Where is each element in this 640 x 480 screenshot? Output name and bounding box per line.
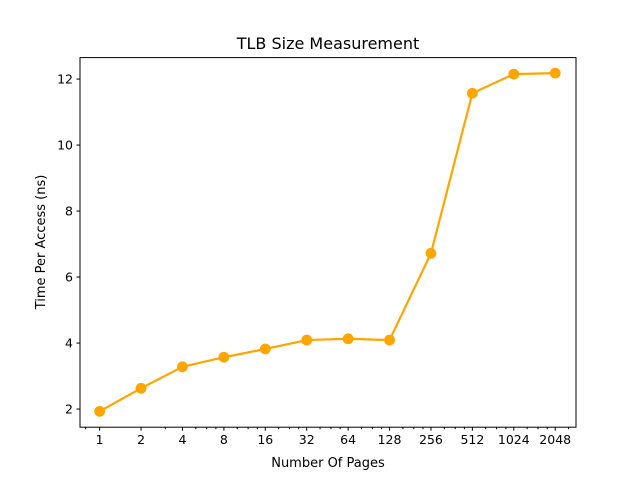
- x-tick-label: 8: [220, 432, 228, 447]
- x-tick-label: 2048: [539, 432, 571, 447]
- y-tick-label: 4: [65, 336, 73, 351]
- y-tick-label: 6: [65, 270, 73, 285]
- y-axis: 2 4 6 8 10 12: [57, 72, 80, 417]
- y-axis-label: Time Per Access (ns): [34, 175, 49, 311]
- data-point: [94, 405, 106, 417]
- x-tick-label: 128: [378, 432, 402, 447]
- data-point: [218, 351, 230, 363]
- series-line: [99, 72, 556, 413]
- data-point: [342, 333, 354, 345]
- x-tick-label: 16: [257, 432, 273, 447]
- y-tick-label: 8: [65, 204, 73, 219]
- plot-area: [94, 67, 561, 417]
- x-tick-label: 2: [137, 432, 145, 447]
- x-tick-label: 32: [299, 432, 315, 447]
- y-tick-label: 2: [65, 402, 73, 417]
- data-point: [259, 343, 271, 355]
- x-tick-label: 1024: [498, 432, 530, 447]
- data-point: [508, 68, 520, 80]
- chart-title: TLB Size Measurement: [236, 34, 420, 53]
- x-axis: 1 2 4 8 16 32 64 128 256 512 1024 2048: [85, 427, 571, 447]
- y-tick-label: 10: [57, 138, 73, 153]
- x-tick-label: 4: [178, 432, 186, 447]
- data-point: [384, 334, 395, 346]
- x-tick-label: 256: [419, 432, 443, 447]
- x-axis-label: Number Of Pages: [271, 456, 385, 471]
- data-point: [135, 382, 147, 394]
- x-tick-label: 64: [340, 432, 356, 447]
- data-point: [177, 361, 188, 373]
- data-point: [301, 334, 313, 346]
- plot-frame: [79, 57, 577, 428]
- x-tick-label: 512: [460, 432, 484, 447]
- x-tick-label: 1: [96, 432, 104, 447]
- data-point: [425, 247, 437, 259]
- data-point: [549, 67, 561, 79]
- y-tick-label: 12: [57, 72, 73, 87]
- data-point: [466, 87, 478, 99]
